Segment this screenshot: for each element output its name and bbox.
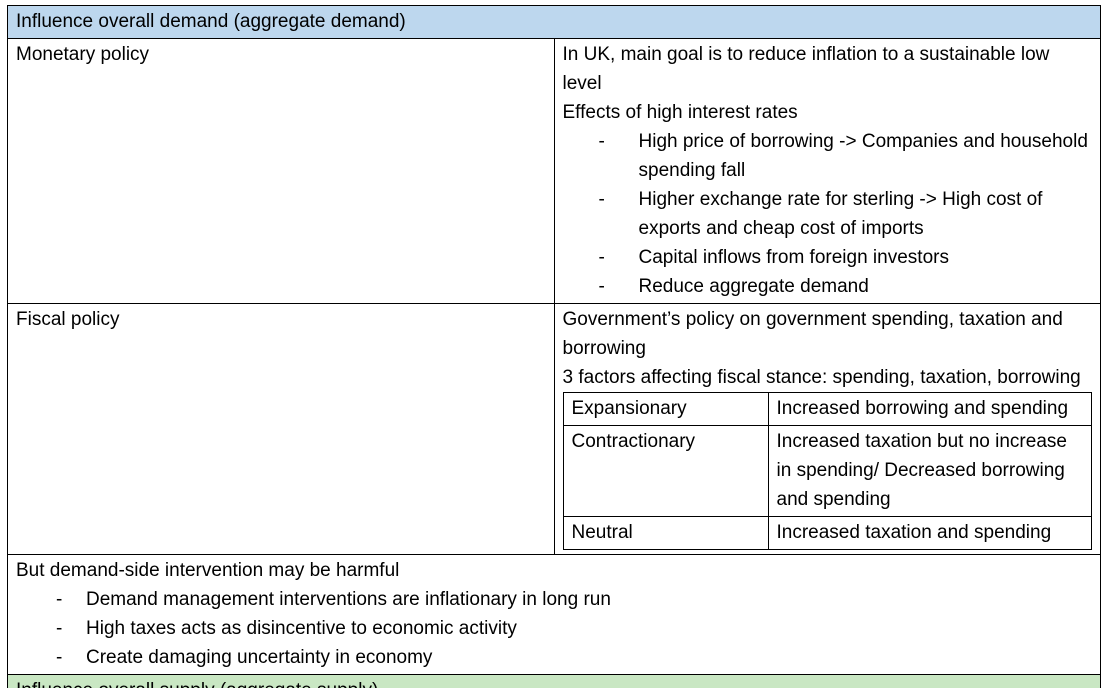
row-label-fiscal-policy: Fiscal policy <box>7 303 555 555</box>
text-line: 3 factors affecting fiscal stance: spend… <box>562 367 1081 388</box>
table-row: Neutral Increased taxation and spending <box>562 516 1092 550</box>
stance-name: Neutral <box>562 516 769 550</box>
bullet-item: - Capital inflows from foreign investors <box>563 243 1093 272</box>
monetary-policy-content: In UK, main goal is to reduce inflation … <box>553 38 1101 304</box>
table-row: Influence overall supply (aggregate supp… <box>7 674 1101 688</box>
bullet-item: - Demand management interventions are in… <box>16 585 1092 614</box>
bullet-text: Capital inflows from foreign investors <box>638 247 949 268</box>
table-row: Monetary policy In UK, main goal is to r… <box>7 38 1101 304</box>
bullet-dash: - <box>598 247 605 268</box>
section-header-demand: Influence overall demand (aggregate dema… <box>7 5 1101 39</box>
bullet-item: - High price of borrowing -> Companies a… <box>563 127 1093 185</box>
bullet-item: - Create damaging uncertainty in economy <box>16 643 1092 672</box>
bullet-text: Higher exchange rate for sterling -> Hig… <box>638 189 1043 239</box>
table-row: Contractionary Increased taxation but no… <box>562 425 1092 517</box>
bullet-item: - Reduce aggregate demand <box>563 272 1093 301</box>
bullet-dash: - <box>56 647 63 668</box>
bullet-item: - High taxes acts as disincentive to eco… <box>16 614 1092 643</box>
stance-name: Contractionary <box>562 425 769 517</box>
stance-name: Expansionary <box>562 392 769 426</box>
section-header-supply: Influence overall supply (aggregate supp… <box>7 674 1101 688</box>
text-line: Government’s policy on government spendi… <box>562 309 1063 359</box>
policy-table: Influence overall demand (aggregate dema… <box>7 5 1101 688</box>
bullet-dash: - <box>598 189 605 210</box>
fiscal-stance-table: Expansionary Increased borrowing and spe… <box>562 392 1093 550</box>
bullet-text: High price of borrowing -> Companies and… <box>638 131 1088 181</box>
text-line: In UK, main goal is to reduce inflation … <box>562 44 1050 94</box>
table-row: Expansionary Increased borrowing and spe… <box>562 392 1092 426</box>
bullet-text: Create damaging uncertainty in economy <box>86 647 433 668</box>
bullet-item: - Higher exchange rate for sterling -> H… <box>563 185 1093 243</box>
bullet-dash: - <box>598 276 605 297</box>
text-line: But demand-side intervention may be harm… <box>16 560 400 581</box>
table-row: Fiscal policy Government’s policy on gov… <box>7 303 1101 555</box>
row-label-monetary-policy: Monetary policy <box>7 38 555 304</box>
bullet-dash: - <box>56 589 63 610</box>
bullet-dash: - <box>56 618 63 639</box>
bullet-text: High taxes acts as disincentive to econo… <box>86 618 517 639</box>
bullet-text: Reduce aggregate demand <box>638 276 869 297</box>
text-line: Effects of high interest rates <box>562 102 798 123</box>
fiscal-policy-content: Government’s policy on government spendi… <box>553 303 1101 555</box>
stance-description: Increased borrowing and spending <box>767 392 1092 426</box>
bullet-text: Demand management interventions are infl… <box>86 589 611 610</box>
table-row: Influence overall demand (aggregate dema… <box>7 5 1101 39</box>
caution-content: But demand-side intervention may be harm… <box>7 554 1101 675</box>
stance-description: Increased taxation but no increase in sp… <box>767 425 1092 517</box>
stance-description: Increased taxation and spending <box>767 516 1092 550</box>
table-row: But demand-side intervention may be harm… <box>7 554 1101 675</box>
bullet-dash: - <box>598 131 605 152</box>
